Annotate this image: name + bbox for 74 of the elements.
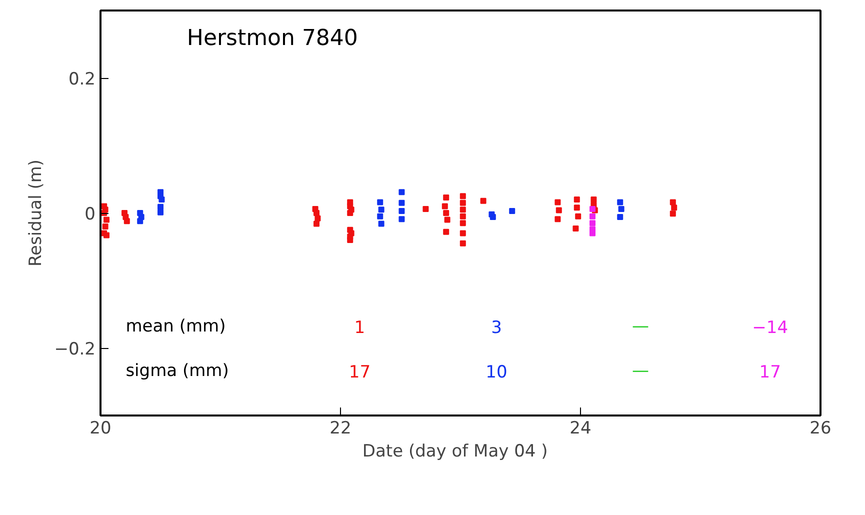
point xyxy=(574,196,580,202)
point xyxy=(670,210,676,217)
point xyxy=(377,213,384,220)
annotation: — xyxy=(632,316,649,336)
annotation: — xyxy=(632,360,649,381)
point xyxy=(443,194,450,200)
point xyxy=(398,216,405,222)
annotation: sigma (mm) xyxy=(126,360,229,381)
annotation: 3 xyxy=(491,318,502,338)
point xyxy=(314,220,320,227)
point xyxy=(314,210,320,216)
point xyxy=(618,206,624,212)
point xyxy=(104,216,110,223)
x-tick-label: 20 xyxy=(90,418,112,438)
y-axis-title: Residual (m) xyxy=(26,159,46,267)
point xyxy=(378,220,384,227)
point xyxy=(378,206,384,213)
point xyxy=(102,224,108,230)
point xyxy=(398,200,405,206)
y-tick-label: 0.2 xyxy=(68,70,96,90)
point xyxy=(104,232,110,238)
x-tick-label: 24 xyxy=(570,418,592,438)
point xyxy=(617,199,624,206)
point xyxy=(574,204,580,211)
point xyxy=(617,214,624,220)
point xyxy=(460,230,466,236)
point xyxy=(347,237,354,243)
point xyxy=(554,216,561,222)
point xyxy=(572,226,579,232)
point xyxy=(590,213,596,220)
point xyxy=(137,218,144,224)
point xyxy=(460,213,466,220)
point xyxy=(398,189,405,196)
x-tick-label: 26 xyxy=(810,418,832,438)
point xyxy=(556,207,562,214)
point xyxy=(671,204,678,211)
point xyxy=(443,210,450,216)
annotation: 17 xyxy=(348,362,371,382)
point xyxy=(443,228,450,235)
point xyxy=(460,240,466,246)
point xyxy=(158,209,164,216)
x-axis-title: Date (day of May 04 ) xyxy=(362,442,548,462)
annotation: 17 xyxy=(759,362,781,382)
point xyxy=(158,204,164,210)
point xyxy=(554,199,561,206)
point xyxy=(398,208,405,214)
point xyxy=(347,210,354,216)
x-tick-label: 22 xyxy=(330,418,352,438)
point xyxy=(670,199,676,206)
point xyxy=(460,200,466,206)
text: Herstmon 7840 xyxy=(186,26,358,51)
point xyxy=(590,220,596,226)
annotation: −14 xyxy=(752,318,788,338)
point xyxy=(314,215,321,222)
y-tick-label: 0 xyxy=(84,204,96,224)
annotation: 1 xyxy=(354,318,366,338)
point xyxy=(158,196,165,202)
point xyxy=(509,208,516,214)
point xyxy=(575,213,582,220)
point xyxy=(444,216,450,223)
annotation: mean (mm) xyxy=(126,316,226,336)
y-tick-label: −0.2 xyxy=(54,340,96,360)
annotation: 10 xyxy=(486,362,508,382)
point xyxy=(460,193,466,200)
point xyxy=(590,206,596,212)
point xyxy=(460,220,466,226)
point xyxy=(480,198,486,204)
point xyxy=(124,218,130,224)
point xyxy=(422,206,429,212)
point xyxy=(490,214,496,220)
point xyxy=(590,196,597,202)
point xyxy=(377,199,384,206)
point xyxy=(460,206,466,213)
point xyxy=(442,203,448,210)
